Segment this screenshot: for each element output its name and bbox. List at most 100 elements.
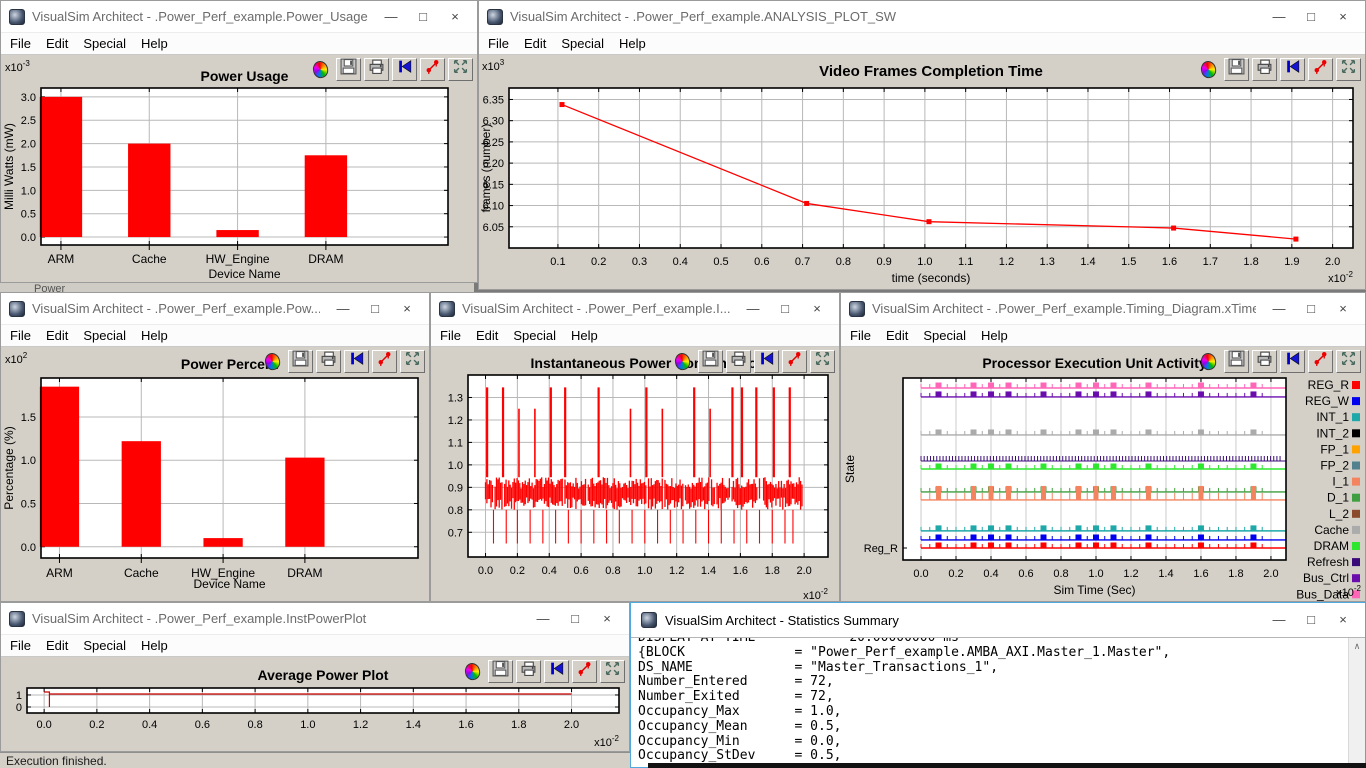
maximize-icon[interactable]: □ [781,300,789,316]
x-tick-label: 1.0 [637,565,652,577]
palette-button[interactable] [1195,349,1221,373]
menu-item-file[interactable]: File [488,36,509,51]
menu-item-file[interactable]: File [10,638,31,653]
minimize-icon[interactable]: — [384,8,398,24]
close-icon[interactable]: × [1339,300,1347,316]
titlebar[interactable]: VisualSim Architect - Statistics Summary… [631,603,1365,637]
menu-item-help[interactable]: Help [141,36,168,51]
format-plot-button[interactable] [1308,349,1333,373]
minimize-icon[interactable]: — [336,300,350,316]
chart-canvas-inst_power[interactable]: 0.7 0.8 0.9 1.0 1.1 1.2 1.3 0.0 0.2 0.4 0.6 0.8 1.0 1… [431,347,839,601]
chart-canvas-timing[interactable]: 0.0 0.2 0.4 0.6 0.8 1.0 1.2 1.4 1.6 1.8 2.0 Reg_R St… [841,347,1365,601]
palette-button[interactable] [307,57,333,81]
palette-button[interactable] [1195,57,1221,81]
close-icon[interactable]: × [451,8,459,24]
fullscreen-button[interactable] [1336,57,1361,81]
scroll-up-icon[interactable]: ∧ [1353,641,1361,651]
menu-item-edit[interactable]: Edit [45,36,69,51]
save-button[interactable] [336,57,361,81]
reset-view-button[interactable] [1280,349,1305,373]
minimize-icon[interactable]: — [536,610,550,626]
print-button[interactable] [726,349,751,373]
menu-item-edit[interactable]: Edit [523,36,547,51]
chart-canvas-video_frames[interactable]: 6.05 6.10 6.15 6.20 6.25 6.30 6.35 0.1 0.2 0.3 0.4… [479,55,1365,289]
maximize-icon[interactable]: □ [1307,612,1315,627]
print-button[interactable] [364,57,389,81]
print-button[interactable] [316,349,341,373]
chart-canvas-avg_power[interactable]: 10 0.0 0.2 0.4 0.6 0.8 1.0 1.2 1.4 1.6 1.8 2.0 Avera… [1,657,629,751]
close-icon[interactable]: × [1339,612,1347,627]
save-button[interactable] [698,349,723,373]
save-button[interactable] [288,349,313,373]
fullscreen-button[interactable] [600,659,625,683]
print-button[interactable] [516,659,541,683]
format-plot-button[interactable] [1308,57,1333,81]
titlebar[interactable]: VisualSim Architect - .Power_Perf_exampl… [431,293,839,325]
stats-scrollbar[interactable]: ∧ [1348,638,1365,767]
y-axis-label: State [843,455,857,483]
menu-item-help[interactable]: Help [619,36,646,51]
menu-item-help[interactable]: Help [571,328,598,343]
fullscreen-button[interactable] [400,349,425,373]
format-plot-button[interactable] [372,349,397,373]
print-button[interactable] [1252,57,1277,81]
print-button[interactable] [1252,349,1277,373]
menu-item-edit[interactable]: Edit [45,638,69,653]
save-button[interactable] [1224,57,1249,81]
waveform-series [484,387,803,544]
menu-item-edit[interactable]: Edit [475,328,499,343]
format-plot-button[interactable] [572,659,597,683]
menu-item-file[interactable]: File [10,36,31,51]
chart-canvas-power_percent[interactable]: 0.0 0.5 1.0 1.5 ARM Cache HW_Engine DRAM Device … [1,347,429,601]
menu-item-special[interactable]: Special [83,36,126,51]
fullscreen-button[interactable] [448,57,473,81]
menu-item-edit[interactable]: Edit [885,328,909,343]
fullscreen-button[interactable] [810,349,835,373]
minimize-icon[interactable]: — [1272,300,1286,316]
reset-view-button[interactable] [544,659,569,683]
close-icon[interactable]: × [813,300,821,316]
menu-item-file[interactable]: File [440,328,461,343]
maximize-icon[interactable]: □ [371,300,379,316]
menu-item-file[interactable]: File [10,328,31,343]
menu-item-special[interactable]: Special [83,328,126,343]
titlebar[interactable]: VisualSim Architect - .Power_Perf_exampl… [1,293,429,325]
reset-view-button[interactable] [344,349,369,373]
titlebar[interactable]: VisualSim Architect - .Power_Perf_exampl… [1,603,629,635]
titlebar[interactable]: VisualSim Architect - .Power_Perf_exampl… [841,293,1365,325]
palette-button[interactable] [259,349,285,373]
format-plot-button[interactable] [420,57,445,81]
save-button[interactable] [1224,349,1249,373]
menu-item-edit[interactable]: Edit [45,328,69,343]
menu-item-special[interactable]: Special [513,328,556,343]
chart-canvas-power_usage[interactable]: 0.0 0.5 1.0 1.5 2.0 2.5 3.0 ARM Cache HW_Engine DR… [1,55,477,282]
palette-button[interactable] [459,659,485,683]
close-icon[interactable]: × [603,610,611,626]
menu-item-file[interactable]: File [850,328,871,343]
menu-item-special[interactable]: Special [83,638,126,653]
menu-item-help[interactable]: Help [141,328,168,343]
minimize-icon[interactable]: — [1272,612,1286,627]
menu-item-help[interactable]: Help [141,638,168,653]
reset-view-button[interactable] [392,57,417,81]
close-icon[interactable]: × [403,300,411,316]
menu-item-special[interactable]: Special [561,36,604,51]
menu-item-special[interactable]: Special [923,328,966,343]
save-button[interactable] [488,659,513,683]
minimize-icon[interactable]: — [746,300,760,316]
reset-view-button[interactable] [1280,57,1305,81]
maximize-icon[interactable]: □ [571,610,579,626]
format-plot-button[interactable] [782,349,807,373]
reset-view-button[interactable] [754,349,779,373]
palette-button[interactable] [669,349,695,373]
close-icon[interactable]: × [1339,8,1347,24]
maximize-icon[interactable]: □ [1307,8,1315,24]
fullscreen-button[interactable] [1336,349,1361,373]
maximize-icon[interactable]: □ [1307,300,1315,316]
minimize-icon[interactable]: — [1272,8,1286,24]
save-icon [492,660,509,682]
titlebar[interactable]: VisualSim Architect - .Power_Perf_exampl… [479,1,1365,33]
titlebar[interactable]: VisualSim Architect - .Power_Perf_exampl… [1,1,477,33]
menu-item-help[interactable]: Help [981,328,1008,343]
maximize-icon[interactable]: □ [419,8,427,24]
